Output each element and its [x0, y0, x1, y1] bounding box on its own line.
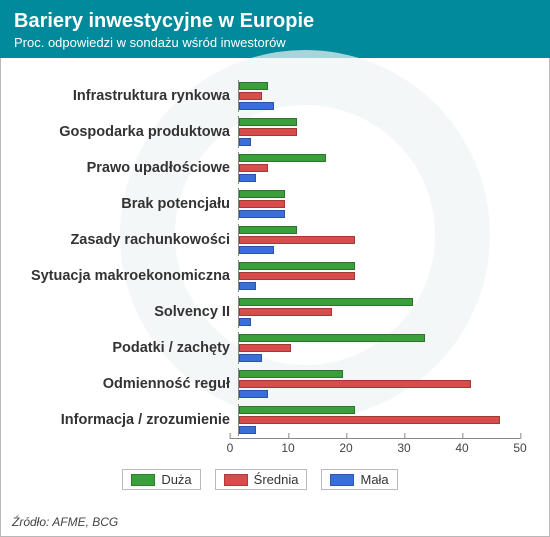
source-label: Źródło: [12, 515, 49, 529]
bar-średnia [239, 308, 332, 316]
category-label: Prawo upadłościowe [0, 160, 238, 176]
chart-row: Brak potencjału [0, 186, 520, 222]
bar-duża [239, 154, 326, 162]
bar-group [238, 404, 520, 436]
bar-średnia [239, 128, 297, 136]
bar-mała [239, 318, 251, 326]
bar-duża [239, 82, 268, 90]
x-axis: 01020304050 [230, 438, 520, 461]
bar-group [238, 368, 520, 400]
legend-item-srednia: Średnia [215, 469, 308, 490]
legend-swatch-duza [131, 474, 155, 486]
bar-group [238, 152, 520, 184]
chart-area: Infrastruktura rynkowa Gospodarka produkt… [0, 58, 550, 490]
bar-średnia [239, 200, 285, 208]
bar-duża [239, 118, 297, 126]
chart-row: Gospodarka produktowa [0, 114, 520, 150]
bar-mała [239, 426, 256, 434]
bar-średnia [239, 92, 262, 100]
chart-row: Odmienność reguł [0, 366, 520, 402]
legend-swatch-srednia [224, 474, 248, 486]
bar-mała [239, 354, 262, 362]
bar-mała [239, 102, 274, 110]
category-label: Informacja / zrozumienie [0, 412, 238, 428]
chart-row: Solvency II [0, 294, 520, 330]
chart-header: Bariery inwestycyjne w Europie Proc. odp… [0, 0, 550, 58]
source-text: AFME, BCG [52, 515, 118, 529]
bar-group [238, 80, 520, 112]
legend-label-duza: Duża [161, 472, 191, 487]
bar-duża [239, 370, 343, 378]
x-tick: 30 [397, 439, 410, 455]
bar-średnia [239, 416, 500, 424]
legend-label-srednia: Średnia [254, 472, 299, 487]
bar-group [238, 296, 520, 328]
legend: Duża Średnia Mała [0, 469, 520, 490]
bar-duża [239, 298, 413, 306]
category-label: Sytuacja makroekonomiczna [0, 268, 238, 284]
legend-label-mala: Mała [360, 472, 388, 487]
chart-subtitle: Proc. odpowiedzi w sondażu wśród inwesto… [14, 35, 536, 50]
bar-group [238, 188, 520, 220]
bar-mała [239, 282, 256, 290]
category-label: Infrastruktura rynkowa [0, 88, 238, 104]
bar-mała [239, 210, 285, 218]
bar-group [238, 116, 520, 148]
chart-row: Informacja / zrozumienie [0, 402, 520, 438]
bar-średnia [239, 272, 355, 280]
chart-row: Podatki / zachęty [0, 330, 520, 366]
bar-średnia [239, 164, 268, 172]
category-label: Odmienność reguł [0, 376, 238, 392]
bar-duża [239, 190, 285, 198]
bar-group [238, 260, 520, 292]
chart-row: Sytuacja makroekonomiczna [0, 258, 520, 294]
category-label: Solvency II [0, 304, 238, 320]
bar-duża [239, 334, 425, 342]
bar-średnia [239, 344, 291, 352]
bar-mała [239, 246, 274, 254]
source-line: Źródło: AFME, BCG [12, 515, 118, 529]
category-label: Podatki / zachęty [0, 340, 238, 356]
legend-item-mala: Mała [321, 469, 397, 490]
chart-row: Infrastruktura rynkowa [0, 78, 520, 114]
bar-mała [239, 138, 251, 146]
x-tick: 10 [281, 439, 294, 455]
chart-row: Zasady rachunkowości [0, 222, 520, 258]
legend-item-duza: Duża [122, 469, 200, 490]
chart-row: Prawo upadłościowe [0, 150, 520, 186]
x-tick: 20 [339, 439, 352, 455]
bar-średnia [239, 380, 471, 388]
category-label: Gospodarka produktowa [0, 124, 238, 140]
bar-group [238, 224, 520, 256]
x-tick: 50 [513, 439, 526, 455]
category-label: Zasady rachunkowości [0, 232, 238, 248]
bar-duża [239, 226, 297, 234]
bar-mała [239, 390, 268, 398]
category-label: Brak potencjału [0, 196, 238, 212]
legend-swatch-mala [330, 474, 354, 486]
bar-group [238, 332, 520, 364]
chart-title: Bariery inwestycyjne w Europie [14, 10, 536, 33]
x-tick: 0 [227, 439, 234, 455]
bar-duża [239, 406, 355, 414]
x-tick: 40 [455, 439, 468, 455]
bar-średnia [239, 236, 355, 244]
bar-mała [239, 174, 256, 182]
bar-duża [239, 262, 355, 270]
